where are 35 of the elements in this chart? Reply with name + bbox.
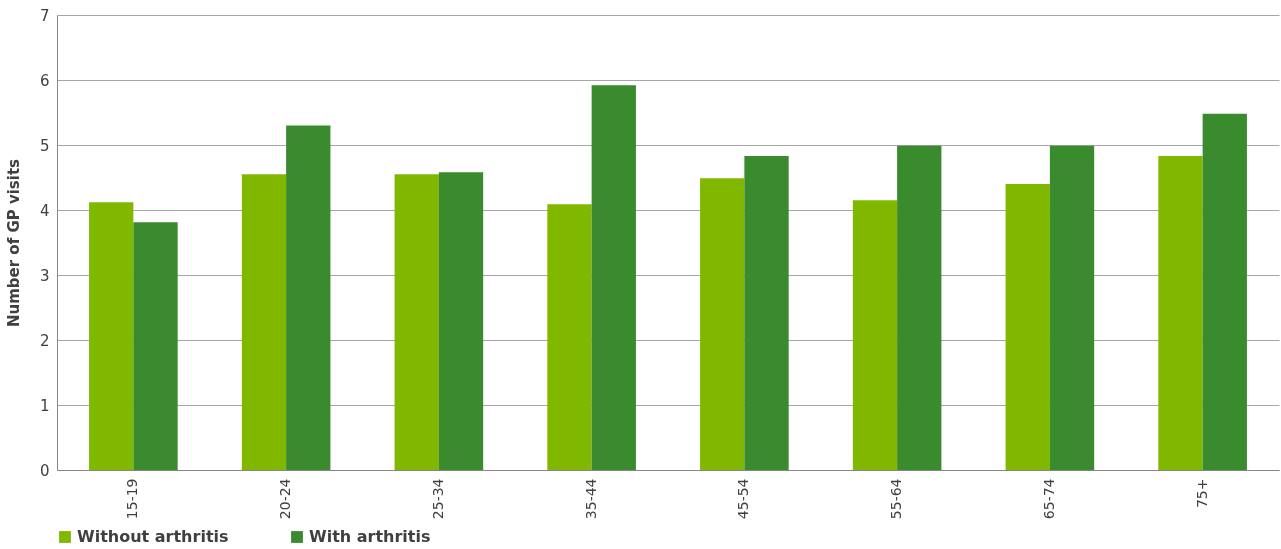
bar bbox=[1158, 156, 1203, 470]
y-axis-title: Number of GP visits bbox=[4, 158, 23, 328]
x-tick-label: 55-64 bbox=[888, 478, 905, 520]
bar bbox=[1005, 184, 1050, 470]
x-tick-label: 45-54 bbox=[735, 478, 752, 520]
y-tick-label: 2 bbox=[39, 331, 50, 350]
bar bbox=[897, 145, 942, 470]
bar bbox=[241, 174, 287, 470]
x-tick-label: 35-44 bbox=[582, 478, 599, 520]
y-tick-label: 7 bbox=[39, 6, 50, 25]
y-tick-label: 3 bbox=[39, 266, 50, 285]
y-tick-label: 5 bbox=[39, 136, 50, 155]
x-tick-label: 25-34 bbox=[429, 478, 446, 520]
legend-label: Without arthritis bbox=[77, 527, 229, 546]
bar bbox=[852, 200, 898, 470]
bar bbox=[1202, 113, 1247, 470]
bar bbox=[700, 178, 745, 470]
x-tick-label: 75+ bbox=[1193, 478, 1210, 509]
bar bbox=[1049, 145, 1095, 470]
bar bbox=[394, 174, 439, 470]
bar bbox=[744, 156, 789, 470]
y-tick-label: 6 bbox=[39, 71, 50, 90]
y-tick-label: 0 bbox=[39, 461, 50, 480]
y-tick-label: 1 bbox=[39, 396, 50, 415]
bar bbox=[89, 202, 134, 470]
bar bbox=[438, 172, 484, 470]
x-tick-label: 15-19 bbox=[124, 478, 141, 520]
y-tick-label: 4 bbox=[39, 201, 50, 220]
bar bbox=[547, 204, 592, 470]
x-tick-label: 65-74 bbox=[1040, 478, 1057, 520]
legend-label: With arthritis bbox=[309, 527, 431, 546]
x-tick-label: 20-24 bbox=[277, 478, 294, 520]
bar bbox=[286, 125, 331, 470]
bar bbox=[591, 85, 636, 470]
bar bbox=[133, 222, 178, 470]
